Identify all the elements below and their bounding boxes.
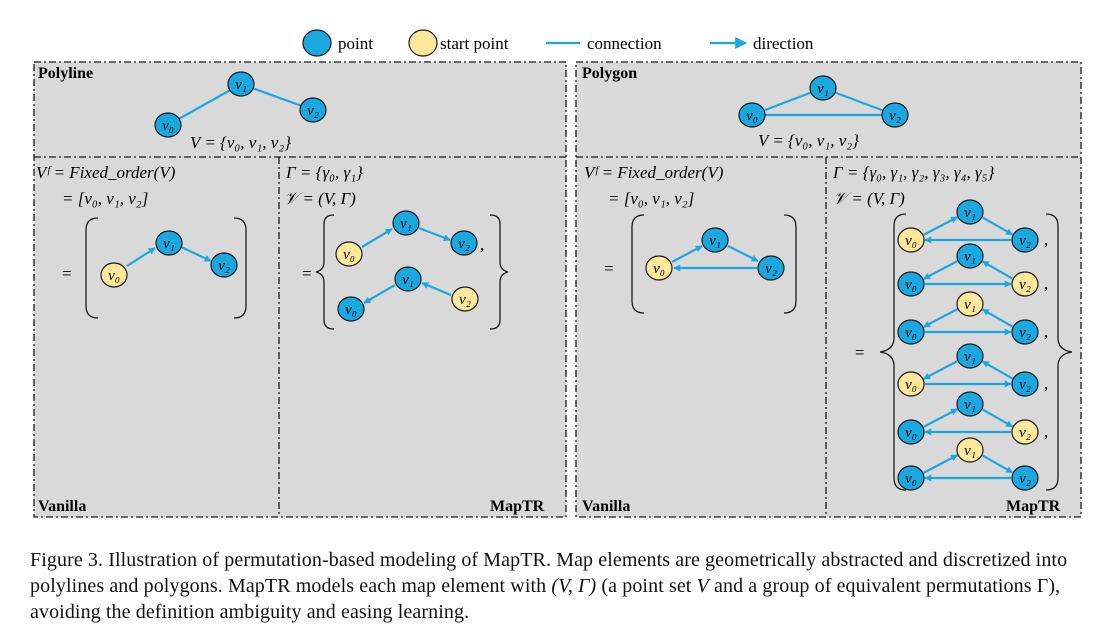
legend-start-point-label: start point [440, 34, 509, 53]
vertex-label: v₂ [459, 292, 471, 308]
polyline-set-definition: V = {v₀, v₁, v₂} [190, 133, 291, 152]
polyline-panel [34, 62, 566, 517]
polyline-vanilla-eq: = [62, 264, 72, 283]
vertex-label: v₁ [964, 397, 976, 413]
vertex-label: v₀ [905, 277, 917, 293]
vertex-label: v₂ [1019, 277, 1031, 293]
polygon-vanilla-eq: = [604, 259, 614, 278]
caption-pair: (V, Γ) [551, 575, 596, 597]
vertex-label: v₀ [905, 471, 917, 487]
legend-start-point-marker [409, 30, 437, 56]
caption-v: V [697, 575, 709, 597]
vertex-label: v₁ [964, 443, 976, 459]
polyline-maptr-label: MapTR [490, 498, 545, 515]
vertex-label: v₂ [1019, 233, 1031, 249]
vertex-label: v₂ [1019, 325, 1031, 341]
polygon-vanilla-line1: Vᶠ = Fixed_order(V) [584, 163, 724, 182]
vertex-label: v₀ [345, 302, 357, 318]
vertex-label: v₀ [905, 377, 917, 393]
vertex-label: v₁ [163, 236, 175, 252]
comma: , [480, 235, 484, 254]
vertex-label: v₀ [343, 247, 355, 263]
polygon-maptr-line2: 𝒱 = (V, Γ) [833, 189, 905, 208]
vertex-label: v₂ [765, 261, 777, 277]
vertex-label: v₁ [964, 297, 976, 313]
caption-middle: (a point set [596, 575, 696, 597]
polyline-title: Polyline [38, 65, 93, 82]
polyline-maptr-line1: Γ = {γ₀, γ₁} [285, 163, 363, 182]
vertex-label: v₂ [1019, 377, 1031, 393]
polygon-vanilla-line2: = [v₀, v₁, v₂] [608, 189, 694, 208]
comma: , [1044, 322, 1048, 341]
vertex-label: v₀ [162, 118, 174, 134]
vertex-label: v₁ [964, 249, 976, 265]
vertex-label: v₁ [235, 77, 247, 93]
legend: point start point connection direction [303, 30, 814, 56]
legend-point-marker [303, 30, 331, 56]
legend-connection-label: connection [587, 34, 662, 53]
permutation-diagram: point start point connection direction P… [0, 0, 1106, 540]
vertex-label: v₁ [400, 216, 412, 232]
comma: , [1044, 422, 1048, 441]
vertex-label: v₁ [817, 81, 829, 97]
polyline-vanilla-line2: = [v₀, v₁, v₂] [62, 189, 148, 208]
vertex-label: v₀ [653, 261, 665, 277]
polyline-maptr-line2: 𝒱 = (V, Γ) [284, 189, 356, 208]
comma: , [1044, 374, 1048, 393]
polyline-vanilla-label: Vanilla [38, 498, 86, 515]
polygon-maptr-line1: Γ = {γ₀, γ₁, γ₂, γ₃, γ₄, γ₅} [832, 163, 995, 182]
vertex-label: v₀ [905, 425, 917, 441]
vertex-label: v₁ [964, 205, 976, 221]
comma: , [1044, 274, 1048, 293]
vertex-label: v₂ [458, 236, 470, 252]
legend-direction-label: direction [753, 34, 814, 53]
polygon-maptr-label: MapTR [1006, 498, 1061, 515]
polyline-vanilla-line1: Vᶠ = Fixed_order(V) [36, 163, 176, 182]
vertex-label: v₁ [964, 349, 976, 365]
vertex-label: v₁ [402, 272, 414, 288]
vertex-label: v₂ [889, 108, 901, 124]
polygon-maptr-eq: = [855, 343, 865, 362]
vertex-label: v₂ [1019, 471, 1031, 487]
vertex-label: v₂ [1019, 425, 1031, 441]
comma: , [1044, 230, 1048, 249]
vertex-label: v₀ [108, 268, 120, 284]
vertex-label: v₀ [905, 233, 917, 249]
vertex-label: v₀ [905, 325, 917, 341]
polygon-set-definition: V = {v₀, v₁, v₂} [758, 131, 859, 150]
figure-caption: Figure 3. Illustration of permutation-ba… [30, 547, 1090, 625]
polygon-vanilla-label: Vanilla [582, 498, 630, 515]
vertex-label: v₀ [746, 108, 758, 124]
vertex-label: v₁ [709, 233, 721, 249]
vertex-label: v₂ [218, 258, 230, 274]
polyline-maptr-eq: = [302, 264, 312, 283]
vertex-label: v₂ [307, 103, 319, 119]
polygon-title: Polygon [582, 65, 637, 82]
legend-point-label: point [338, 34, 373, 53]
